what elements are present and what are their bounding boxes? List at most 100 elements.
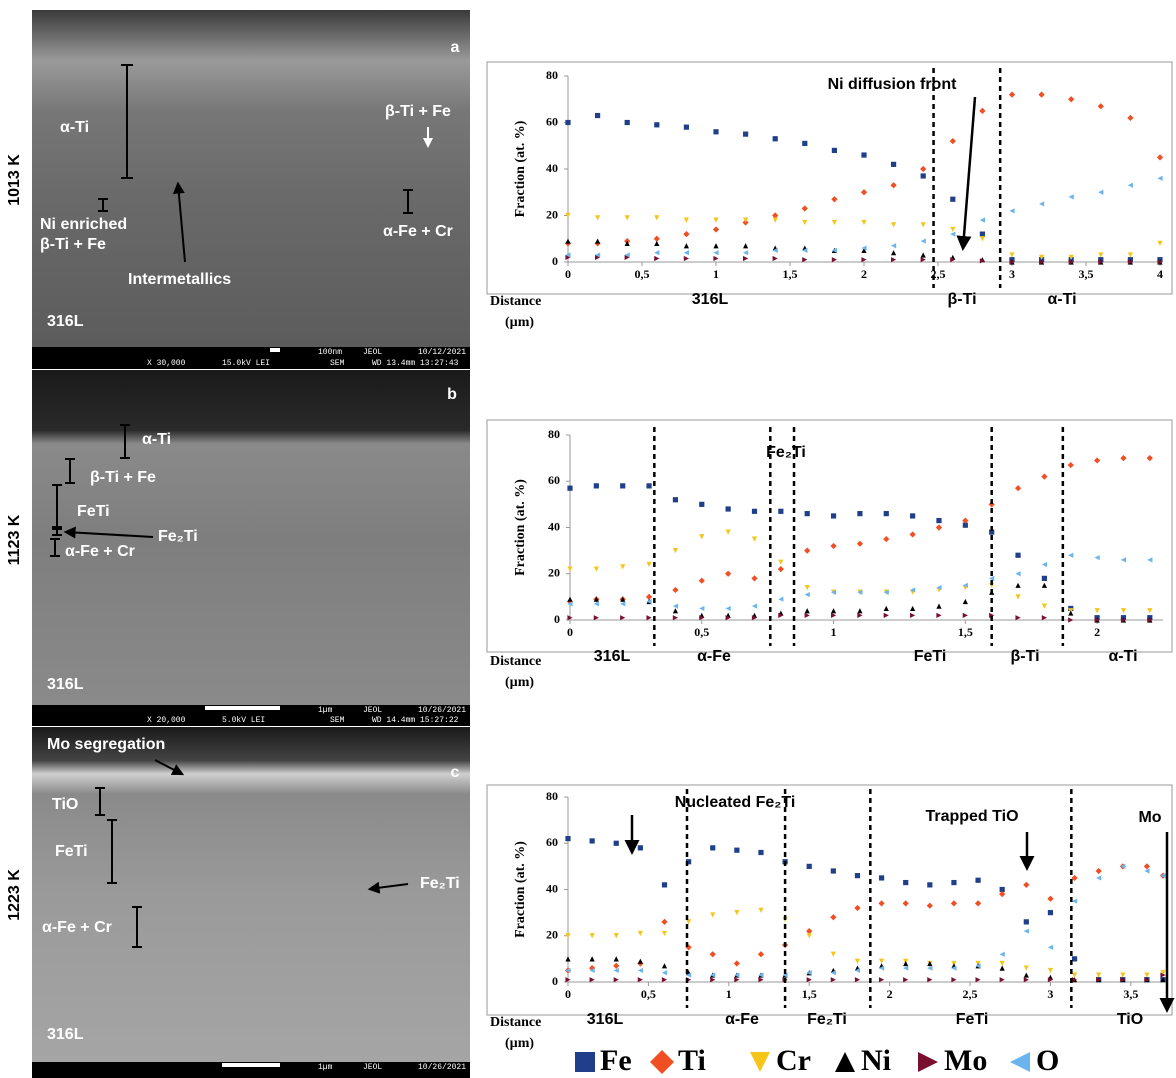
data-point	[1157, 240, 1163, 246]
data-point	[734, 977, 740, 983]
data-point	[1098, 259, 1104, 265]
data-point	[891, 222, 897, 228]
info-text: JEOL	[363, 348, 382, 357]
data-point	[854, 904, 861, 912]
data-point	[1127, 259, 1133, 265]
info-text: 10/26/2021	[418, 1063, 466, 1072]
data-point	[624, 252, 630, 258]
phase-label: FeTi	[55, 843, 88, 860]
data-point	[1127, 182, 1133, 188]
data-point	[920, 252, 926, 258]
data-point	[979, 107, 986, 114]
data-point	[854, 967, 861, 974]
data-point	[620, 596, 626, 602]
data-point	[910, 513, 916, 519]
data-point	[613, 962, 620, 969]
data-point	[950, 257, 956, 263]
legend-marker	[650, 1050, 674, 1074]
scale-bar	[270, 348, 280, 352]
data-point	[903, 965, 909, 971]
data-point	[713, 217, 719, 223]
x-tick-label: 1,5	[958, 625, 973, 639]
data-point	[593, 615, 599, 621]
panel-letter: c	[451, 764, 460, 781]
data-point	[1071, 898, 1078, 904]
data-point	[1096, 875, 1102, 881]
scale-bar	[222, 1063, 280, 1067]
data-point	[1160, 972, 1166, 978]
data-point	[854, 958, 861, 964]
data-point	[672, 603, 679, 609]
region-label: TiO	[1117, 1011, 1143, 1028]
data-point	[734, 972, 740, 978]
data-point	[1015, 571, 1021, 577]
data-point	[1144, 977, 1150, 983]
y-tick-label: 80	[548, 427, 560, 441]
data-point	[1098, 252, 1104, 258]
data-point	[861, 152, 867, 158]
panel-letter: b	[447, 386, 457, 403]
data-point	[1068, 617, 1074, 623]
region-label: Fe₂Ti	[807, 1011, 847, 1028]
data-point	[725, 605, 731, 612]
info-text: WD 14.4mm 15:27:22	[372, 716, 459, 725]
data-point	[1144, 868, 1150, 874]
data-point	[757, 951, 765, 958]
region-label: FeTi	[914, 648, 947, 665]
data-point	[999, 965, 1005, 971]
data-point	[830, 977, 836, 983]
data-point	[565, 977, 571, 983]
data-point	[646, 561, 652, 568]
x-tick-label: 0	[565, 267, 571, 281]
x-tick-label: 1	[713, 267, 719, 281]
data-point	[804, 612, 810, 618]
data-point	[758, 972, 764, 978]
data-point	[802, 257, 808, 263]
data-point	[804, 608, 810, 614]
data-point	[920, 173, 926, 179]
data-point	[860, 189, 868, 196]
data-point	[637, 958, 643, 964]
legend-label: Mo	[944, 1044, 987, 1077]
data-point	[883, 605, 889, 612]
data-point	[777, 566, 784, 573]
data-point	[1120, 972, 1126, 978]
temperature-label: 1123 K	[6, 514, 23, 565]
legend-label: Ti	[678, 1044, 706, 1077]
annotation: Fe₂Ti	[766, 444, 806, 461]
data-point	[903, 960, 909, 967]
data-point	[589, 838, 595, 844]
data-point	[725, 615, 731, 621]
data-point	[1096, 977, 1102, 983]
data-point	[565, 933, 571, 939]
annotation-lines	[50, 64, 413, 948]
data-point	[962, 517, 969, 524]
data-point	[725, 570, 732, 577]
data-point	[854, 977, 861, 983]
data-point	[830, 542, 837, 550]
data-point	[1071, 956, 1078, 962]
data-point	[1041, 561, 1047, 568]
y-tick-label: 20	[548, 566, 560, 580]
data-point	[565, 254, 571, 260]
legend-marker	[835, 1052, 855, 1072]
data-point	[1120, 455, 1127, 462]
data-point	[661, 918, 668, 925]
data-point	[589, 967, 595, 974]
data-point	[710, 972, 716, 978]
info-text: JEOL	[363, 1063, 382, 1072]
temperature-label: 1013 K	[6, 154, 23, 206]
data-point	[710, 912, 716, 918]
phase-label: FeTi	[77, 503, 110, 520]
data-point	[661, 977, 668, 983]
data-point	[624, 240, 630, 246]
phase-label: β-Ti + Fe	[40, 236, 106, 253]
data-point	[653, 235, 660, 242]
data-point	[951, 977, 957, 983]
x-tick-label: 0	[565, 987, 571, 1001]
legend-label: Fe	[600, 1044, 632, 1077]
data-point	[772, 255, 778, 262]
data-point	[565, 119, 571, 126]
data-point	[672, 608, 679, 614]
